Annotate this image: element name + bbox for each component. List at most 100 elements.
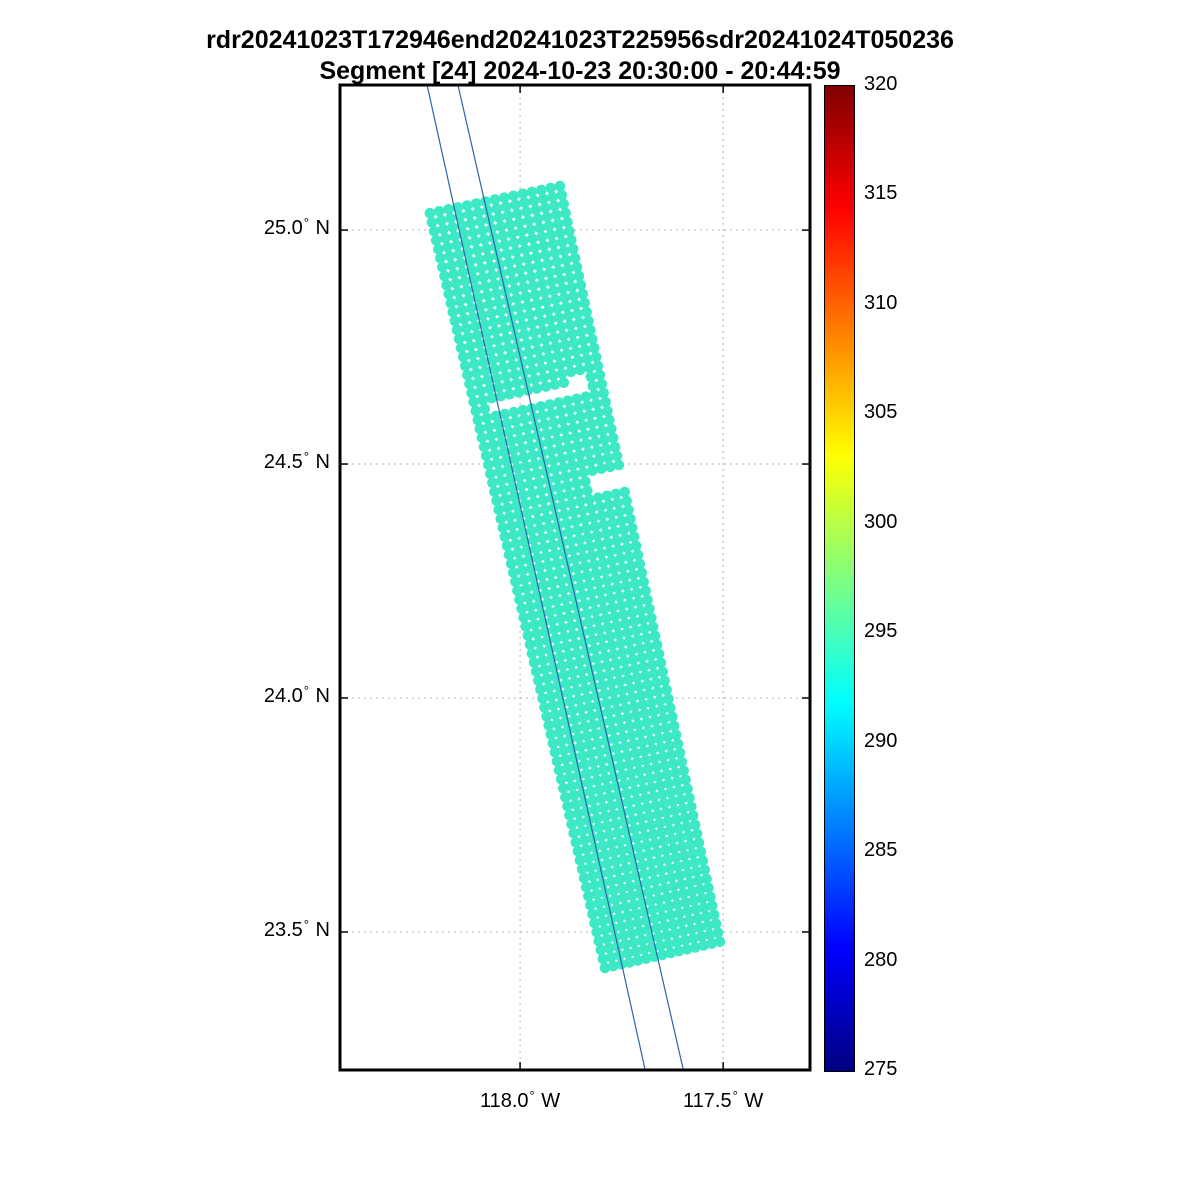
swath-point [558,745,569,756]
swath-point [664,825,676,836]
swath-point [585,503,597,514]
swath-point [635,812,647,824]
swath-point [610,658,622,669]
swath-point [618,930,629,941]
swath-point [503,549,515,560]
swath-point [525,224,536,236]
swath-point [617,731,629,743]
swath-point [623,551,635,563]
swath-point [625,805,636,817]
swath-point [486,392,498,404]
swath-point [675,832,686,843]
swath-point [594,501,606,512]
swath-point [638,784,649,795]
swath-point [686,801,697,813]
swath-point [548,285,559,297]
swath-point [641,877,652,889]
swath-point [595,831,607,842]
swath-point [585,456,596,468]
swath-point [588,427,599,439]
swath-point [587,871,598,882]
swath-point [544,314,556,326]
swath-point [598,764,609,776]
swath-point [505,351,516,362]
swath-point [704,929,716,940]
swath-point [489,279,500,290]
swath-point [638,944,650,955]
swath-point [591,775,603,786]
swath-point [610,856,621,867]
swath-point [561,348,573,360]
swath-point [574,317,585,329]
swath-point [578,674,589,686]
swath-point [573,270,585,282]
swath-point [526,525,537,537]
swath-point [545,568,556,580]
swath-point [592,615,603,626]
swath-point [583,532,594,543]
swath-point [538,579,549,591]
swath-point [570,799,582,810]
swath-point [566,582,578,594]
swath-point [508,406,520,418]
swath-point [555,321,567,333]
swath-point [595,869,607,880]
swath-point [598,604,610,615]
swath-point [613,459,625,471]
swath-point [479,234,490,245]
swath-point [539,334,551,345]
swath-point [436,215,447,226]
swath-point [679,812,691,823]
swath-point [481,412,493,424]
swath-point [672,861,684,872]
swath-point [533,260,544,272]
swath-point [655,657,667,669]
swath-point [547,700,559,711]
swath-point [579,344,591,356]
swath-point [642,594,653,606]
swath-point [580,561,591,572]
swath-point [605,593,617,604]
swath-point [571,261,583,273]
swath-point [553,566,565,578]
swath-point [483,421,495,433]
swath-point [595,548,607,559]
swath-point [467,349,478,361]
swath-point [509,284,521,295]
swath-point [687,810,699,822]
swath-point [529,458,541,470]
swath-point [649,875,661,887]
swath-point [628,616,640,627]
swath-point [455,258,467,269]
swath-point [605,508,617,520]
swath-point [558,669,570,681]
swath-point [585,324,596,336]
swath-point [589,804,601,815]
swath-point [539,202,551,214]
swath-point [540,296,552,308]
swath-point [437,261,448,273]
swath-point [636,652,647,663]
swath-point [565,536,576,547]
swath-point [499,531,511,542]
swath-point [638,661,649,672]
swath-point [679,935,691,946]
swath-point [524,516,535,528]
swath-point [553,265,564,277]
swath-point [586,710,597,722]
swath-point [562,216,573,228]
swath-point [616,600,627,611]
swath-point [583,362,595,374]
swath-point [549,464,560,475]
swath-point [570,299,581,311]
swath-point [543,352,555,363]
swath-point [446,259,457,271]
swath-point [688,895,700,906]
swath-point [571,685,583,697]
swath-point [635,690,647,701]
swath-point [531,628,542,639]
swath-point [706,938,717,949]
swath-point [514,264,526,275]
swath-point [668,843,680,854]
swath-point [452,286,464,298]
